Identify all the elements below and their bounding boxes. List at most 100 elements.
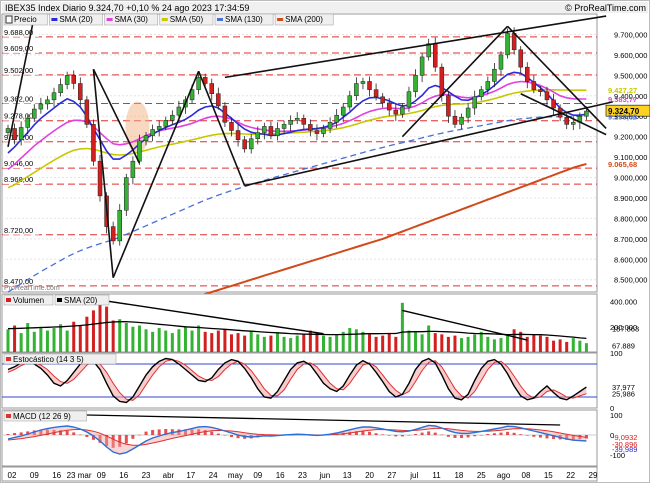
stochastic-fill <box>8 358 587 403</box>
candle-body <box>196 77 201 90</box>
legend-swatch <box>6 357 11 361</box>
candle-body <box>492 68 497 82</box>
candle-body <box>472 96 477 109</box>
watermark: ProRealTime.com <box>4 285 60 292</box>
volume-bar <box>177 329 181 352</box>
candle-body <box>400 106 405 115</box>
macd-histogram-bar <box>210 431 214 435</box>
candle-body <box>485 81 491 90</box>
volume-bar <box>59 324 63 352</box>
candle-body <box>354 83 359 97</box>
volume-bar <box>315 333 319 352</box>
trend-line <box>112 70 200 278</box>
resistance-label: 9.362,00 <box>4 95 33 104</box>
ma-value-label: 9.383,77 <box>608 95 637 104</box>
macd-line <box>7 424 587 455</box>
legend-label: Volumen <box>13 296 44 305</box>
resistance-label-bg <box>3 276 39 286</box>
volume-bar <box>243 335 247 352</box>
volume-bar <box>289 338 293 352</box>
macd-histogram-bar <box>453 435 457 438</box>
candle-body <box>367 81 372 90</box>
macd-histogram-bar <box>118 435 122 447</box>
candle-body <box>459 116 464 125</box>
macd-histogram-bar <box>229 435 233 437</box>
resistance-label: 8.470,00 <box>4 277 33 286</box>
candle-body <box>413 75 418 92</box>
candle-body <box>551 99 556 109</box>
candle-body <box>248 138 254 150</box>
legend-label: SMA (20) <box>64 296 98 305</box>
candle-body <box>156 126 162 130</box>
legend-swatch <box>51 18 58 21</box>
candle-body <box>564 116 569 125</box>
legend-label: MACD (12 26 9) <box>13 412 71 421</box>
x-tick-label: 29 <box>589 471 598 480</box>
stochastic-k-line <box>7 357 587 404</box>
volume-bar <box>466 336 470 352</box>
volume-bar <box>368 334 372 352</box>
macd-histogram-bar <box>532 435 536 437</box>
candle-body <box>294 118 300 121</box>
candle-body <box>45 99 50 105</box>
volume-bar <box>308 330 312 352</box>
legend-box <box>3 294 54 306</box>
volume-bar <box>433 333 437 352</box>
volume-bar <box>584 343 588 352</box>
legend-label: SMA (30) <box>115 15 149 24</box>
legend-swatch <box>57 298 62 302</box>
volume-bar <box>282 336 286 352</box>
candle-body <box>525 66 530 82</box>
candle-body <box>314 130 320 134</box>
volume-bar <box>52 328 56 352</box>
candle-body <box>518 49 523 68</box>
macd-histogram-bar <box>45 429 49 435</box>
volume-bar <box>453 335 457 352</box>
x-tick-label: 20 <box>365 471 374 480</box>
macd-histogram-bar <box>407 435 411 436</box>
resistance-label: 8.968,00 <box>4 175 33 184</box>
macd-y-tick-label: 0 <box>610 431 614 440</box>
volume-bar <box>387 333 391 352</box>
x-tick-label: abr <box>163 471 175 480</box>
macd-histogram-bar <box>552 435 556 439</box>
legend-box <box>3 410 87 422</box>
candle-body <box>229 122 234 131</box>
volume-sma-line <box>7 321 587 340</box>
candle-body <box>360 81 366 84</box>
trend-line <box>92 68 141 164</box>
volume-bar <box>420 334 424 352</box>
candle-body <box>150 129 155 136</box>
macd-value-label: -9,0932 <box>612 433 637 442</box>
volume-bar <box>295 335 299 352</box>
candle-body <box>71 75 76 84</box>
volume-bar <box>440 334 444 352</box>
macd-y-tick-label: -100 <box>610 451 625 460</box>
volume-bar <box>229 334 233 352</box>
macd-histogram-bar <box>137 434 141 436</box>
candle-body <box>334 114 339 123</box>
candle-body <box>452 115 458 125</box>
x-tick-label: 23 <box>142 471 151 480</box>
macd-histogram-bar <box>144 431 148 435</box>
trend-line <box>7 15 36 148</box>
price-y-tick-label: 9.300,000 <box>614 112 647 121</box>
trend-line <box>520 92 607 136</box>
candle-body <box>531 81 537 90</box>
macd-histogram-bar <box>578 435 582 440</box>
x-tick-label: 09 <box>97 471 106 480</box>
macd-histogram-bar <box>538 435 542 438</box>
ma-value-label: 9.065,68 <box>608 160 637 169</box>
macd-histogram-bar <box>512 432 516 435</box>
x-tick-label: 23 <box>298 471 307 480</box>
volume-bar <box>565 341 569 352</box>
candle-body <box>340 106 346 116</box>
macd-histogram-bar <box>506 431 510 435</box>
chart-title: IBEX35 Index Diario 9.324,70 +0,10 % 24 … <box>5 3 249 13</box>
price-y-tick-label: 8.900,000 <box>614 194 647 203</box>
resistance-label: 9.175,00 <box>4 133 33 142</box>
last-price-label: 9.324,70 <box>608 107 640 116</box>
volume-bar <box>446 336 450 352</box>
price-y-tick-label: 9.700,000 <box>614 30 647 39</box>
